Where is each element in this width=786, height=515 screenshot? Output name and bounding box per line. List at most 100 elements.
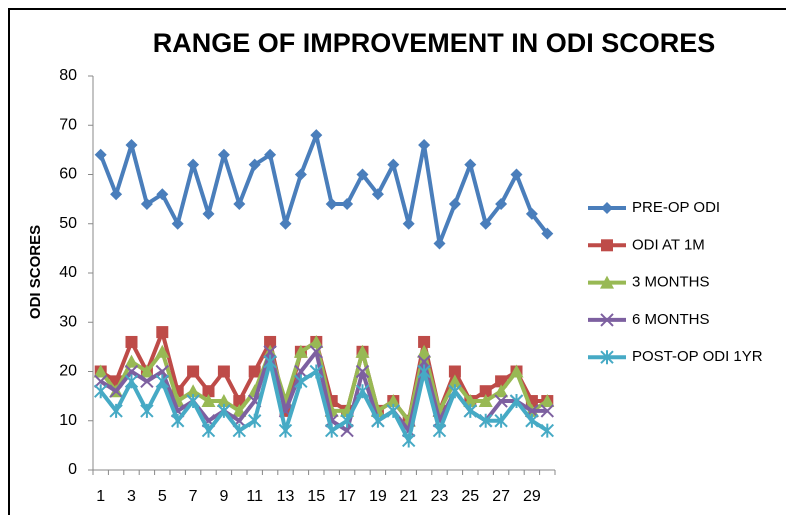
data-point: [187, 158, 200, 171]
data-point: [355, 344, 370, 358]
data-point: [464, 158, 477, 171]
x-tick-label: 29: [523, 488, 541, 505]
data-point: [540, 394, 555, 408]
data-point: [279, 217, 292, 230]
data-point: [140, 198, 153, 211]
data-point: [356, 168, 369, 181]
data-point: [309, 334, 324, 348]
data-point: [201, 394, 216, 408]
data-point: [525, 207, 538, 220]
data-point: [417, 364, 431, 379]
data-point: [201, 423, 216, 438]
data-point: [171, 217, 184, 230]
data-point: [140, 374, 154, 389]
data-point: [264, 148, 277, 161]
data-point: [294, 364, 308, 379]
data-point: [418, 138, 431, 151]
data-point: [463, 403, 478, 418]
y-tick-label: 0: [68, 461, 77, 478]
data-point: [263, 345, 277, 359]
legend-marker: [601, 202, 613, 214]
data-point: [125, 138, 138, 151]
y-axis-label: ODI SCORES: [27, 225, 44, 319]
data-point: [109, 403, 123, 418]
data-point: [93, 364, 108, 378]
data-point: [139, 364, 154, 378]
data-point: [387, 158, 400, 171]
data-point: [541, 227, 554, 240]
data-point: [510, 168, 523, 181]
x-tick-label: 9: [219, 488, 228, 505]
legend-marker: [600, 313, 614, 327]
data-point: [371, 188, 384, 201]
y-tick-label: 10: [59, 412, 77, 429]
x-tick-label: 7: [189, 488, 198, 505]
data-point: [448, 198, 461, 211]
data-point: [525, 413, 539, 428]
data-point: [494, 384, 509, 398]
data-point: [448, 384, 462, 399]
data-point: [186, 384, 201, 398]
data-point: [187, 365, 200, 378]
data-point: [418, 335, 431, 348]
data-point: [309, 364, 324, 379]
data-point: [94, 148, 107, 161]
y-tick-label: 70: [59, 116, 77, 133]
data-point: [294, 168, 307, 181]
data-point: [341, 198, 354, 211]
data-point: [202, 385, 215, 398]
data-point: [125, 335, 138, 348]
data-point: [140, 403, 154, 418]
legend-marker: [600, 350, 614, 365]
x-tick-label: 23: [431, 488, 449, 505]
x-tick-label: 3: [127, 488, 136, 505]
data-point: [293, 344, 308, 358]
legend-label: 3 MONTHS: [632, 274, 710, 291]
data-point: [263, 354, 277, 369]
data-point: [433, 237, 446, 250]
data-point: [494, 413, 508, 428]
data-point: [540, 423, 555, 438]
data-point: [110, 188, 123, 201]
data-point: [247, 413, 262, 428]
chart-title: RANGE OF IMPROVEMENT IN ODI SCORES: [153, 28, 716, 58]
data-point: [417, 344, 432, 358]
y-tick-label: 60: [59, 166, 77, 183]
y-tick-label: 80: [59, 67, 77, 84]
x-tick-label: 25: [461, 488, 479, 505]
data-point: [124, 354, 139, 368]
data-point: [402, 217, 415, 230]
data-point: [156, 188, 169, 201]
data-point: [217, 148, 230, 161]
data-point: [155, 344, 170, 358]
data-point: [355, 384, 370, 399]
data-point: [371, 413, 385, 428]
y-tick-label: 20: [59, 363, 77, 380]
data-point: [93, 384, 108, 399]
data-point: [432, 423, 447, 438]
data-point: [494, 394, 508, 408]
x-tick-label: 27: [492, 488, 510, 505]
legend-label: 6 MONTHS: [632, 311, 710, 328]
data-point: [479, 385, 492, 398]
data-point: [93, 374, 108, 389]
data-point: [478, 394, 493, 408]
x-tick-label: 17: [338, 488, 356, 505]
data-point: [448, 365, 461, 378]
data-point: [386, 394, 401, 408]
data-point: [155, 374, 170, 389]
data-point: [186, 394, 200, 409]
data-point: [509, 394, 524, 409]
data-point: [248, 158, 261, 171]
data-point: [309, 345, 324, 359]
y-tick-label: 40: [59, 264, 77, 281]
x-tick-label: 19: [369, 488, 387, 505]
data-point: [217, 403, 231, 418]
data-point: [264, 335, 277, 348]
data-point: [478, 413, 493, 428]
data-point: [294, 374, 308, 389]
data-point: [447, 374, 462, 388]
y-tick-label: 30: [59, 313, 77, 330]
